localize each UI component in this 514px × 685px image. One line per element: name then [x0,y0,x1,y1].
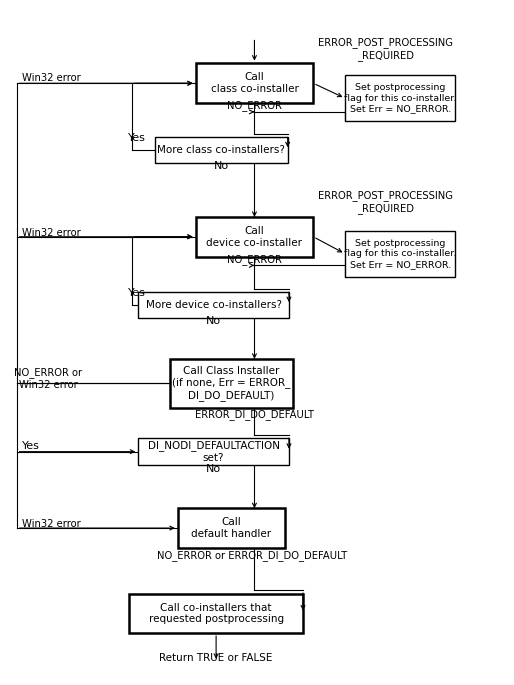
Text: ERROR_POST_PROCESSING
_REQUIRED: ERROR_POST_PROCESSING _REQUIRED [318,190,453,214]
FancyBboxPatch shape [345,231,455,277]
FancyBboxPatch shape [138,438,289,465]
Text: Win32 error: Win32 error [22,73,81,83]
Text: ERROR_POST_PROCESSING
_REQUIRED: ERROR_POST_PROCESSING _REQUIRED [318,38,453,61]
FancyBboxPatch shape [129,594,303,633]
Text: Call Class Installer
(if none, Err = ERROR_
DI_DO_DEFAULT): Call Class Installer (if none, Err = ERR… [172,366,290,401]
Text: NO_ERROR: NO_ERROR [227,99,282,110]
Text: Call
device co-installer: Call device co-installer [207,226,302,247]
Text: ERROR_DI_DO_DEFAULT: ERROR_DI_DO_DEFAULT [195,409,314,420]
Text: No: No [214,161,229,171]
FancyBboxPatch shape [170,359,293,408]
Text: NO_ERROR or
Win32 error: NO_ERROR or Win32 error [14,367,82,390]
Text: Set postprocessing
flag for this co-installer.
Set Err = NO_ERROR.: Set postprocessing flag for this co-inst… [344,84,456,113]
Text: Yes: Yes [128,133,146,143]
Text: Call
class co-installer: Call class co-installer [211,73,299,94]
Text: DI_NODI_DEFAULTACTION
set?: DI_NODI_DEFAULTACTION set? [148,440,280,463]
Text: Set postprocessing
flag for this co-installer.
Set Err = NO_ERROR.: Set postprocessing flag for this co-inst… [344,239,456,269]
FancyBboxPatch shape [196,217,313,257]
Text: More class co-installers?: More class co-installers? [157,145,285,155]
Text: No: No [206,464,221,475]
Text: Win32 error: Win32 error [22,227,81,238]
Text: NO_ERROR or ERROR_DI_DO_DEFAULT: NO_ERROR or ERROR_DI_DO_DEFAULT [157,550,347,561]
Text: No: No [206,316,221,325]
Text: Return TRUE or FALSE: Return TRUE or FALSE [159,653,273,662]
Text: Call co-installers that
requested postprocessing: Call co-installers that requested postpr… [149,603,284,624]
FancyBboxPatch shape [178,508,285,548]
Text: NO_ERROR: NO_ERROR [227,255,282,265]
Text: More device co-installers?: More device co-installers? [145,300,282,310]
FancyBboxPatch shape [138,292,289,318]
Text: Win32 error: Win32 error [22,519,81,529]
Text: Call
default handler: Call default handler [191,517,271,539]
Text: Yes: Yes [128,288,146,299]
FancyBboxPatch shape [196,64,313,103]
Text: Yes: Yes [22,441,40,451]
FancyBboxPatch shape [345,75,455,121]
FancyBboxPatch shape [155,137,288,163]
